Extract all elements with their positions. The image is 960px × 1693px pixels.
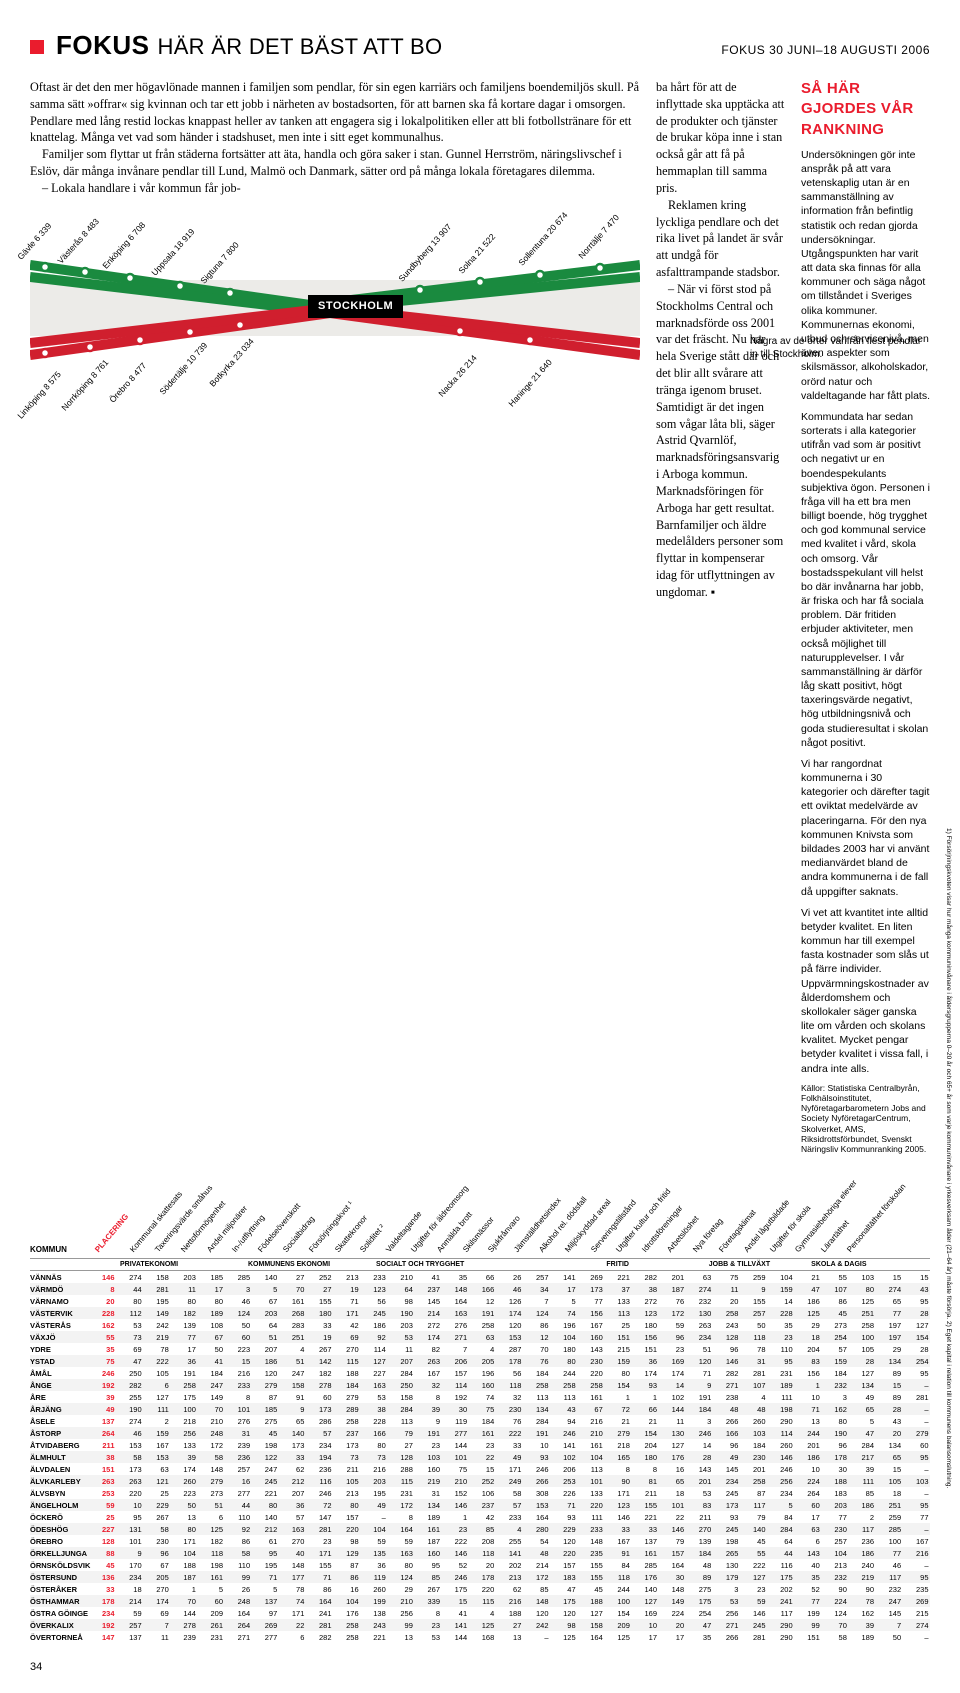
issue-date: FOKUS 30 JUNI–18 AUGUSTI 2006 [721,43,930,57]
data-table: VÄNNÄS1462741582031852851402725221323321… [30,1271,930,1643]
ranking-table: KOMMUN PLACERINGKommunal skattesatsTaxer… [30,1168,930,1643]
brand-label: FOKUS [56,30,150,61]
page-header: FOKUS HÄR ÄR DET BÄST ATT BO FOKUS 30 JU… [30,30,930,61]
kommun-label: KOMMUN [30,1245,67,1254]
ranking-source: Källor: Statistiska Centralbyrån, Folkhä… [801,1083,930,1154]
article-col-left: Oftast är det den mer högavlönade mannen… [30,79,640,197]
ranking-p2: Kommundata har sedan sorterats i alla ka… [801,410,930,750]
commuter-diagram: STOCKHOLM Några av de orter varifrån fle… [30,205,640,425]
article-col-mid: ba hårt för att de inflyttade ska upptäc… [656,79,785,1154]
hub-label: STOCKHOLM [308,295,403,318]
footnotes: 1) Försörjningskvoten visar hur många ko… [945,828,952,1208]
brand-square [30,40,44,54]
diagram-caption: Några av de orter varifrån flest pendlar… [750,335,930,361]
ranking-p1: Undersökningen gör inte anspråk på att v… [801,148,930,403]
ranking-p3: Vi har rangordnat kommunerna i 30 katego… [801,757,930,899]
ranking-p4: Vi vet att kvantitet inte alltid betyder… [801,906,930,1076]
header-subtitle: HÄR ÄR DET BÄST ATT BO [158,34,443,60]
ranking-heading: SÅ HÄR GJORDES VÅR RANKNING [801,79,930,140]
page-number: 34 [30,1661,930,1673]
